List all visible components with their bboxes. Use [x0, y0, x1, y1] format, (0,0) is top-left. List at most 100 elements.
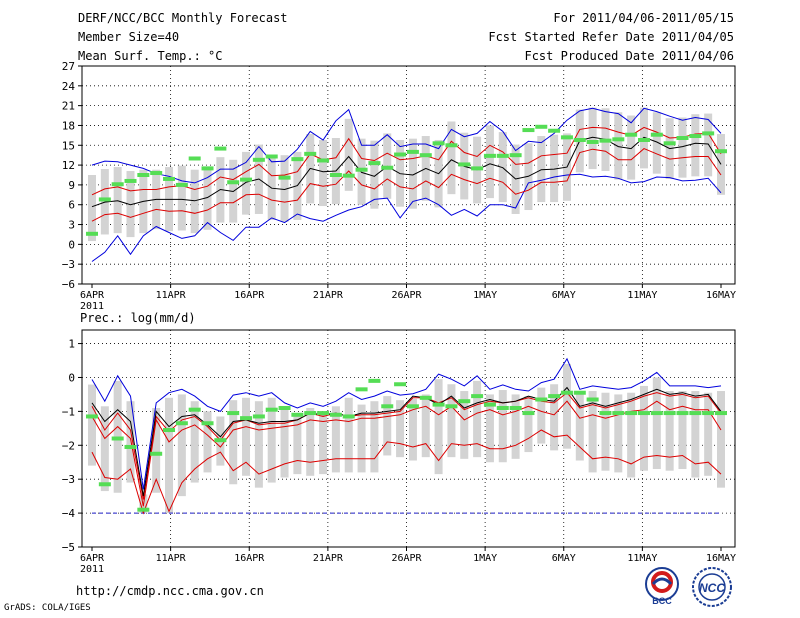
- range-box: [126, 171, 135, 238]
- climatology-marker: [637, 411, 650, 416]
- x-tick-label: 11APR: [156, 553, 187, 564]
- range-box: [588, 391, 597, 473]
- climatology-marker: [573, 137, 586, 142]
- range-box: [678, 391, 687, 470]
- climatology-marker: [471, 394, 484, 399]
- x-tick-label: 26APR: [391, 290, 422, 301]
- range-box: [473, 380, 482, 458]
- range-box: [434, 379, 443, 475]
- range-box: [498, 390, 507, 463]
- climatology-marker: [381, 404, 394, 409]
- climatology-marker: [137, 507, 150, 512]
- y-tick-label: 27: [62, 60, 75, 73]
- climatology-marker: [201, 166, 214, 171]
- x-tick-label: 16APR: [234, 290, 265, 301]
- range-box: [691, 114, 700, 177]
- y-tick-label: 0: [68, 238, 75, 251]
- x-tick-label: 6APR: [80, 553, 105, 564]
- climatology-marker: [163, 428, 176, 433]
- range-box: [408, 398, 417, 461]
- climatology-marker: [483, 153, 496, 158]
- climatology-marker: [368, 378, 381, 383]
- range-box: [588, 107, 597, 170]
- y-tick-label: −4: [62, 507, 76, 520]
- range-box: [524, 396, 533, 453]
- range-box: [652, 112, 661, 174]
- climatology-marker: [227, 180, 240, 185]
- climatology-marker: [637, 137, 650, 142]
- range-box: [537, 136, 546, 203]
- range-box: [242, 151, 251, 215]
- climatology-marker: [124, 178, 137, 183]
- bcc-logo: BCC: [645, 567, 679, 606]
- climatology-marker: [612, 137, 625, 142]
- climatology-marker: [240, 177, 253, 182]
- range-box: [562, 363, 571, 449]
- x-tick-label: 6MAY: [552, 290, 576, 301]
- climatology-marker: [265, 154, 278, 159]
- climatology-marker: [496, 405, 509, 410]
- range-box: [165, 397, 174, 514]
- panel-title: Prec.: log(mm/d): [80, 311, 196, 325]
- range-box: [242, 397, 251, 476]
- range-box: [267, 397, 276, 483]
- x-tick-label: 21APR: [313, 290, 344, 301]
- climatology-marker: [329, 412, 342, 417]
- climatology-marker: [419, 153, 432, 158]
- climatology-marker: [689, 134, 702, 139]
- panel-2: Prec.: log(mm/d) 1 0 −1 −2 −3 −4 −5 6APR 11APR 16A…: [62, 311, 736, 575]
- climatology-marker: [458, 162, 471, 167]
- climatology-marker: [612, 411, 625, 416]
- climatology-marker: [201, 421, 214, 426]
- x-tick-label: 1MAY: [473, 553, 497, 564]
- x-tick-label: 21APR: [313, 553, 344, 564]
- climatology-marker: [124, 444, 137, 449]
- climatology-marker: [86, 414, 98, 419]
- climatology-marker: [483, 402, 496, 407]
- climatology-marker: [175, 182, 188, 187]
- climatology-marker: [625, 411, 638, 416]
- climatology-marker: [406, 149, 419, 154]
- climatology-marker: [650, 132, 663, 137]
- range-box: [319, 411, 328, 475]
- y-tick-label: 12: [62, 159, 75, 172]
- range-box: [408, 138, 417, 209]
- box-group: [88, 363, 725, 514]
- header-variable: Mean Surf. Temp.: °C: [78, 49, 223, 63]
- climatology-marker: [304, 151, 317, 156]
- footer-grads: GrADS: COLA/IGES: [4, 603, 91, 613]
- climatology-marker: [252, 414, 265, 419]
- range-box: [370, 401, 379, 473]
- climatology-marker: [111, 436, 124, 441]
- climatology-marker: [252, 157, 265, 162]
- climatology-marker: [432, 141, 445, 146]
- header-produced: Fcst Produced Date 2011/04/06: [524, 49, 734, 63]
- climatology-marker: [175, 421, 188, 426]
- range-box: [704, 113, 713, 177]
- climatology-marker: [522, 411, 535, 416]
- climatology-marker: [445, 404, 458, 409]
- series-std-upper-line: [91, 126, 722, 196]
- climatology-marker: [394, 382, 407, 387]
- range-box: [396, 400, 405, 458]
- range-box: [614, 112, 623, 180]
- climatology-marker: [150, 451, 163, 456]
- climatology-marker: [163, 176, 176, 181]
- x-year-label: 2011: [80, 301, 104, 312]
- climatology-marker: [188, 407, 201, 412]
- footer-url[interactable]: http://cmdp.ncc.cma.gov.cn: [76, 584, 264, 598]
- series-min-line: [91, 429, 722, 515]
- series-min-line: [91, 173, 722, 262]
- climatology-marker: [98, 482, 111, 487]
- climatology-marker: [509, 405, 522, 410]
- climatology-marker: [663, 141, 676, 146]
- x-tick-label: 6APR: [80, 290, 105, 301]
- range-box: [460, 391, 469, 459]
- climatology-marker: [702, 131, 715, 136]
- panel-1: 27 24 21 18 15 12 9 6 3 0 −3 −6 6APR 11APR 16APR 21APR 2…: [62, 60, 736, 312]
- series-mean-line: [91, 386, 722, 497]
- range-box: [421, 394, 430, 458]
- x-tick-label: 1MAY: [473, 290, 497, 301]
- climatology-marker: [650, 411, 663, 416]
- climatology-marker: [355, 387, 368, 392]
